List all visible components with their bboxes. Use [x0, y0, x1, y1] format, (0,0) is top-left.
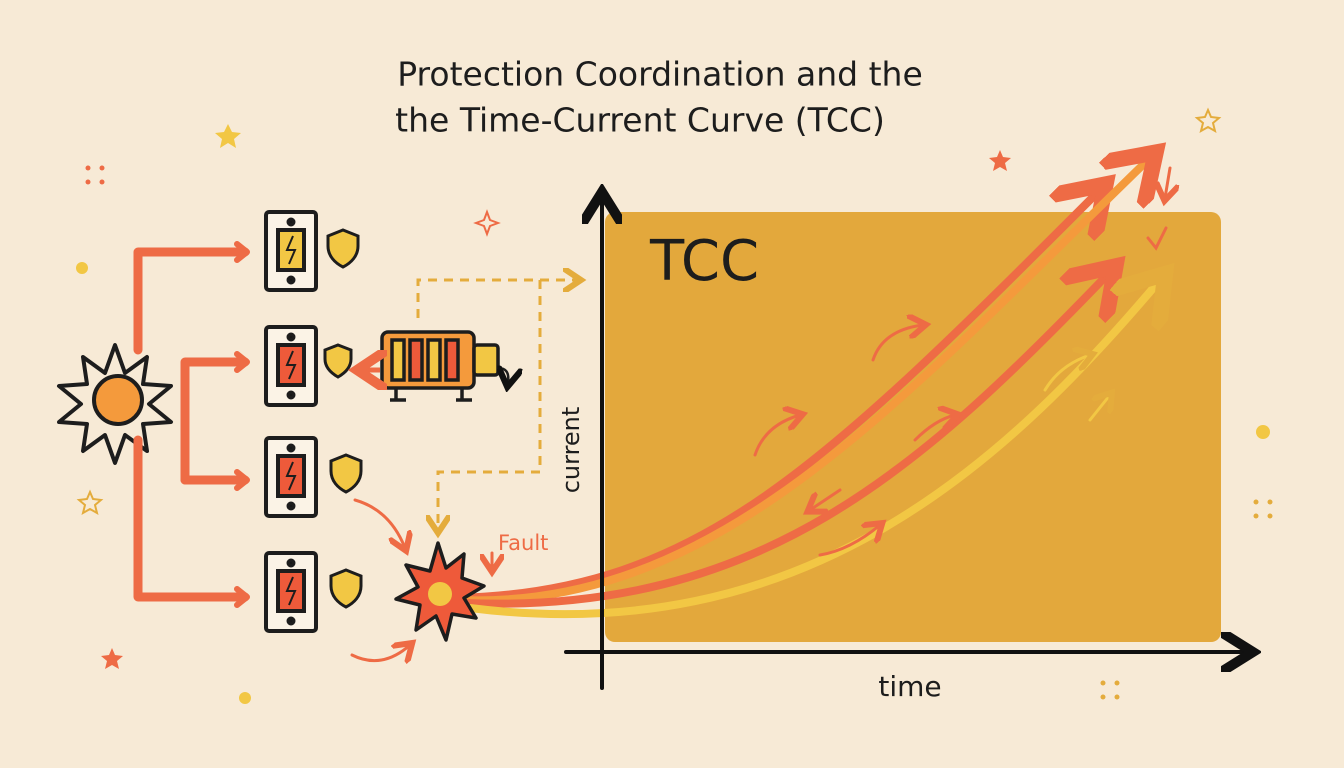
tcc-curves: [350, 158, 1170, 661]
title-line: Protection Coordination and the: [397, 55, 923, 94]
fault-label: Fault: [498, 531, 548, 555]
source-sun: [57, 343, 173, 465]
decorations: [76, 107, 1273, 704]
y-axis-label: current: [557, 407, 585, 494]
title-line: the Time-Current Curve (TCC): [395, 101, 885, 140]
axes: [564, 200, 1245, 690]
x-axis-label: time: [878, 670, 941, 703]
equipment-icon: [362, 330, 508, 402]
feeders: [133, 241, 250, 608]
fault-symbol: [394, 541, 486, 642]
chart-label: TCC: [649, 229, 759, 294]
signal-path: [416, 280, 578, 530]
breakers: [264, 210, 363, 633]
